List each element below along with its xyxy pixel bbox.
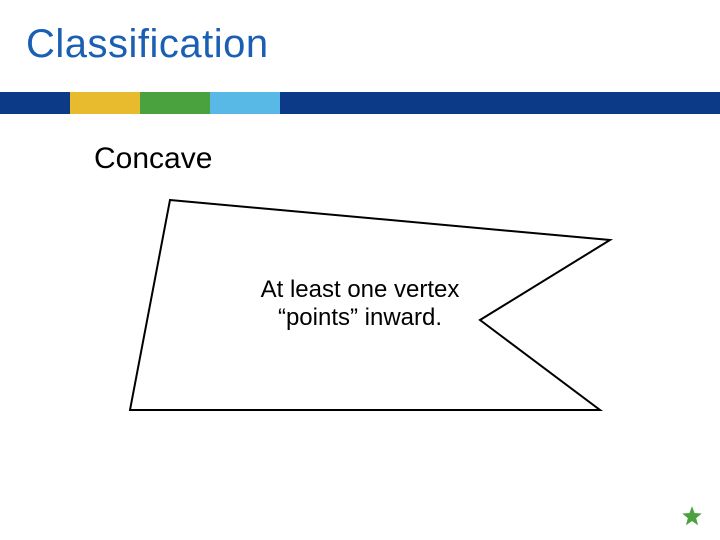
stripe-seg-1: [0, 92, 70, 114]
star-shape: [683, 507, 701, 525]
slide-title: Classification: [26, 22, 269, 67]
star-icon: [682, 506, 702, 526]
caption-line-1: At least one vertex: [261, 276, 460, 303]
slide: Classification Concave At least one vert…: [0, 0, 720, 540]
stripe-seg-5: [280, 92, 720, 114]
stripe-seg-4: [210, 92, 280, 114]
subtitle: Concave: [94, 142, 212, 176]
accent-stripe: [0, 92, 720, 114]
caption-line-2: “points” inward.: [278, 304, 442, 331]
caption: At least one vertex “points” inward.: [230, 276, 490, 331]
stripe-seg-3: [140, 92, 210, 114]
stripe-seg-2: [70, 92, 140, 114]
